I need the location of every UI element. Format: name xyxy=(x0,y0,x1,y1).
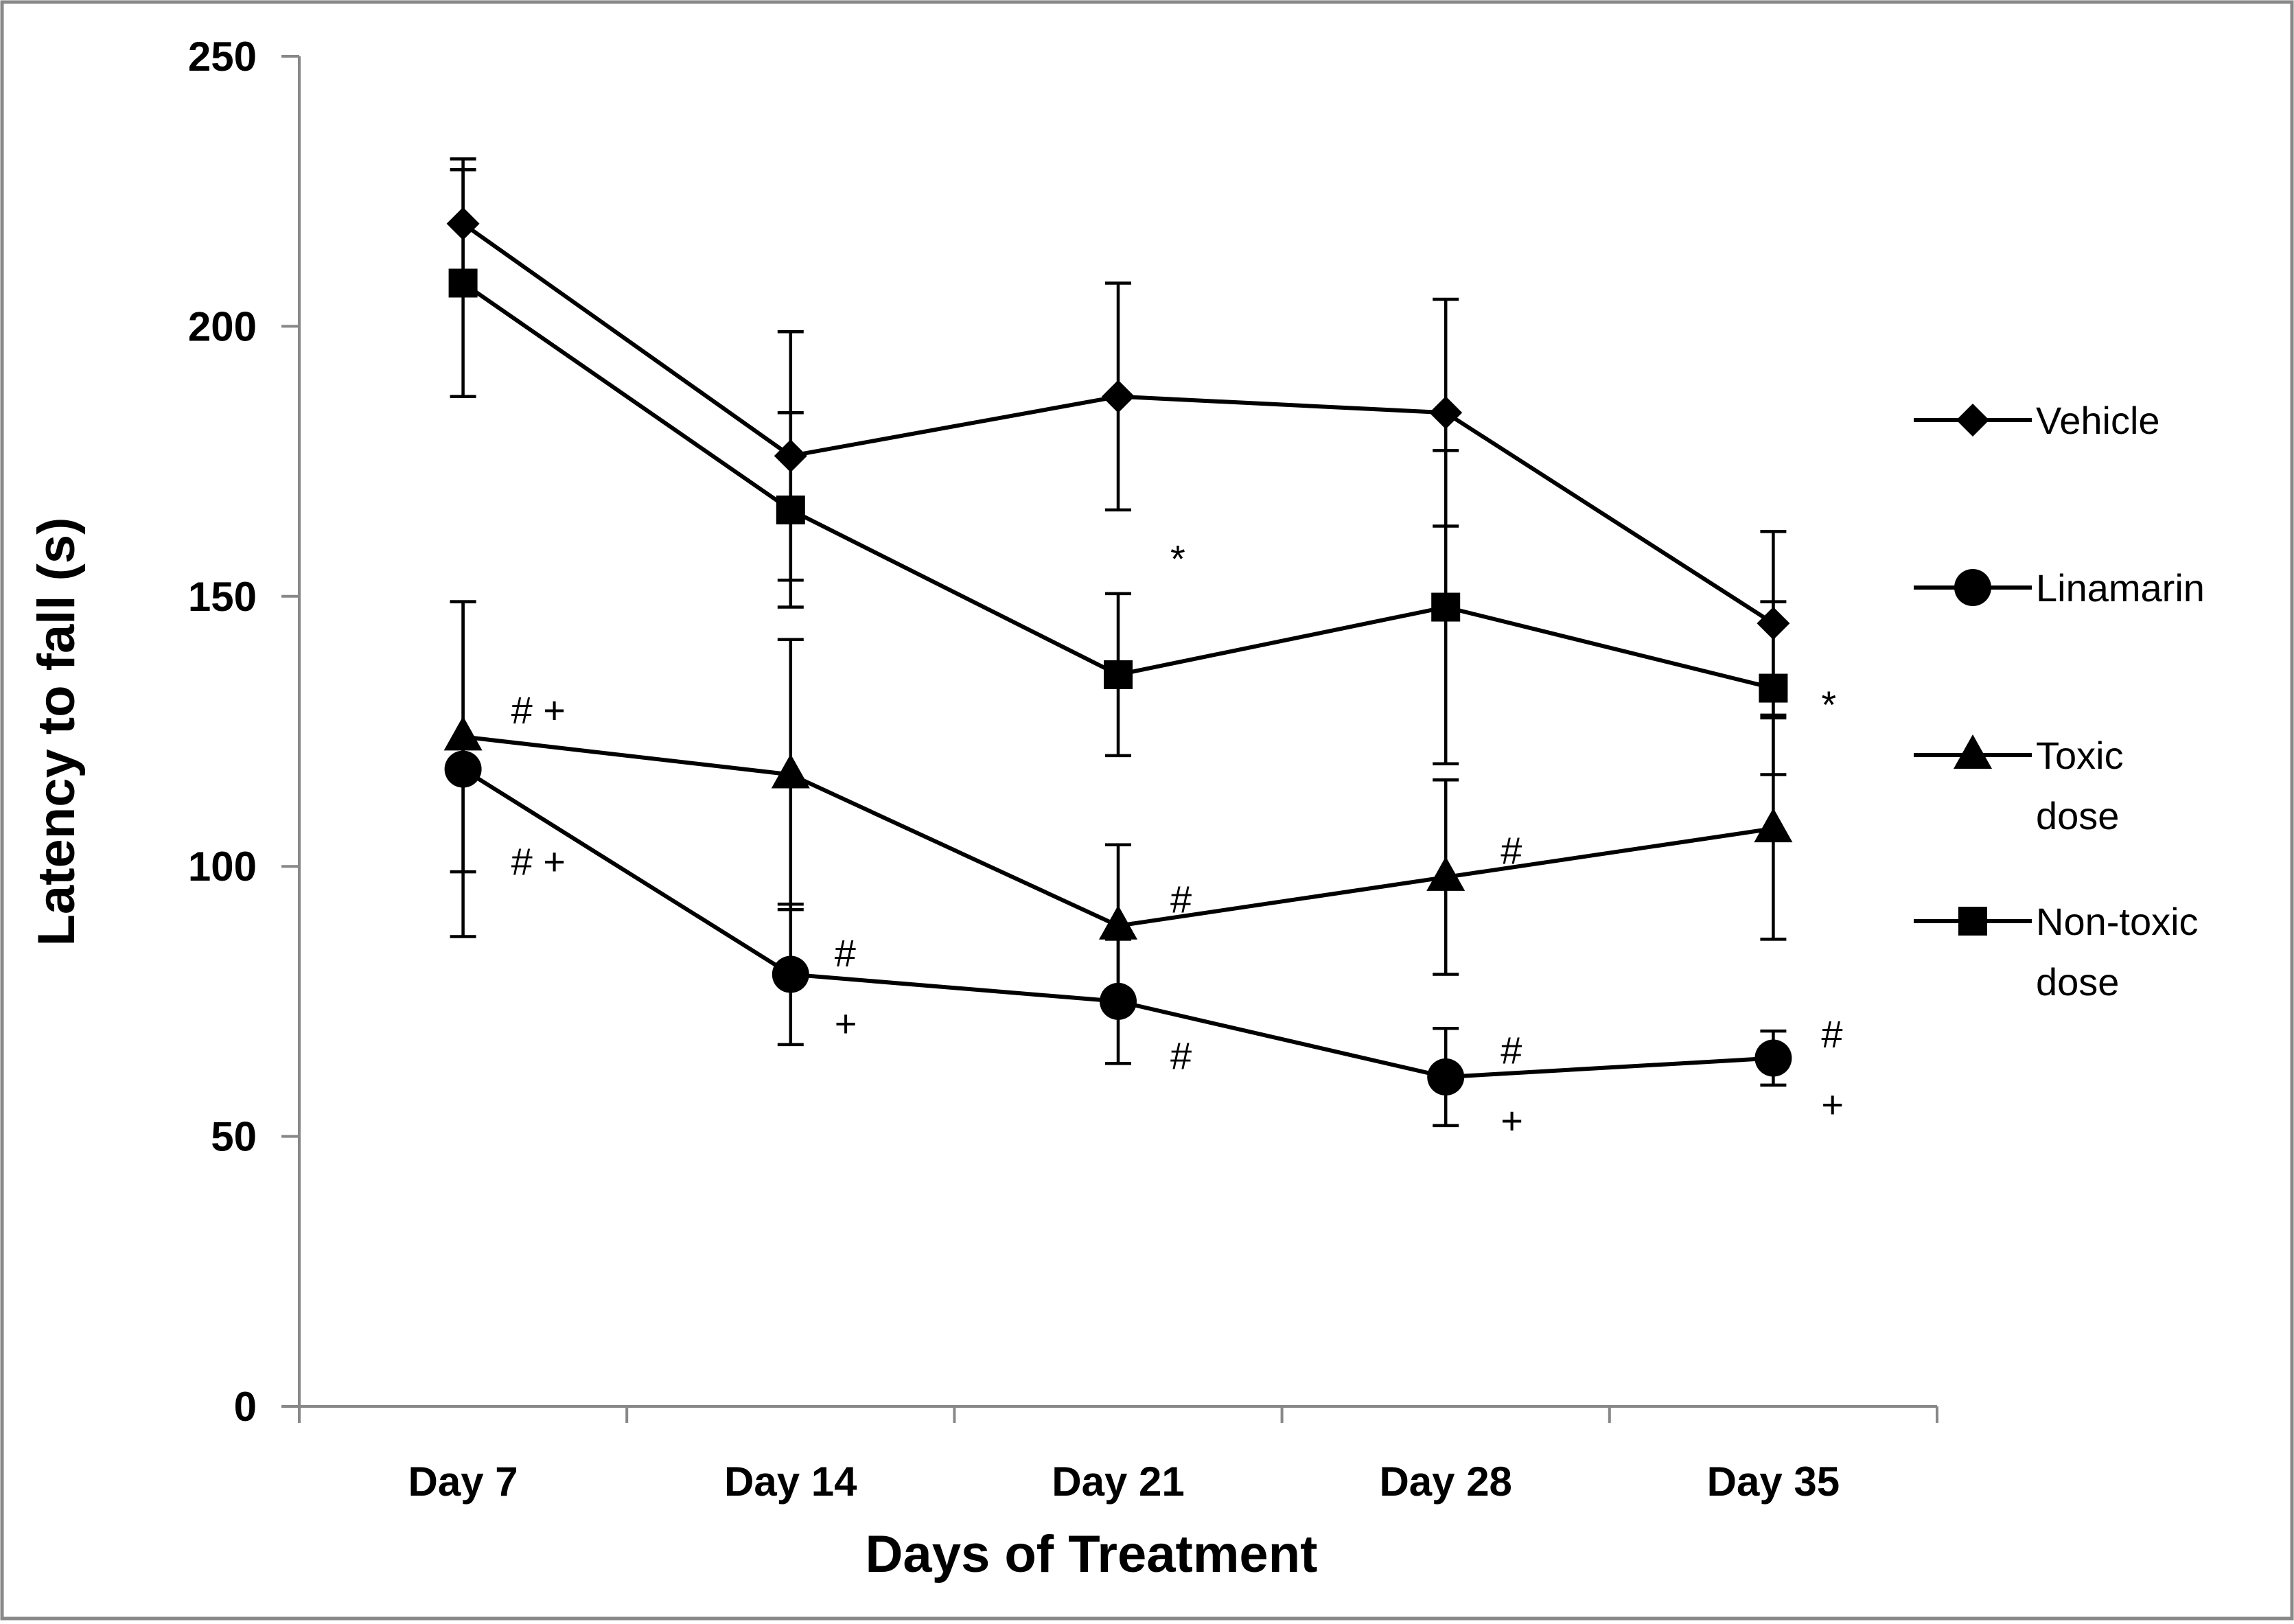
significance-label: # + xyxy=(511,839,566,883)
data-point-circle xyxy=(1100,982,1137,1020)
data-point-triangle xyxy=(443,716,483,751)
x-tick-label: Day 28 xyxy=(1379,1459,1511,1505)
x-axis-title: Days of Treatment xyxy=(866,1525,1318,1584)
legend-label: Linamarin xyxy=(2036,566,2205,610)
data-point-diamond xyxy=(446,207,480,240)
legend-label: Vehicle xyxy=(2036,399,2160,442)
y-ticks: 0 50 100 150 200 250 xyxy=(188,34,299,1430)
data-point-diamond xyxy=(774,439,807,473)
significance-label: # xyxy=(1821,1012,1842,1056)
data-point-square xyxy=(1431,592,1461,622)
data-point-diamond xyxy=(1757,607,1790,640)
data-point-triangle xyxy=(1754,808,1793,843)
data-point-circle xyxy=(444,750,482,788)
y-tick-label: 200 xyxy=(188,303,257,349)
y-tick-label: 100 xyxy=(188,844,257,890)
significance-annotations: # + # + # + * # # # # + * # + xyxy=(511,537,1844,1142)
data-point-circle xyxy=(772,955,809,993)
legend-marker-diamond xyxy=(1956,404,1989,437)
significance-label: + xyxy=(1821,1082,1844,1126)
data-point-triangle xyxy=(1426,856,1465,891)
significance-label: # xyxy=(835,931,856,975)
data-point-square xyxy=(1759,673,1788,703)
data-point-square xyxy=(448,268,478,298)
y-tick-label: 0 xyxy=(234,1384,257,1430)
legend-marker-square xyxy=(1958,907,1987,936)
legend-marker-circle xyxy=(1954,569,1991,606)
significance-label: * xyxy=(1821,683,1836,726)
y-tick-label: 250 xyxy=(188,34,257,80)
y-axis-title: Latency to fall (s) xyxy=(27,518,86,947)
legend-label: Toxic xyxy=(2036,734,2124,777)
data-point-circle xyxy=(1754,1039,1792,1077)
x-tick-label: Day 7 xyxy=(408,1459,518,1505)
x-ticks: Day 7 Day 14 Day 21 Day 28 Day 35 xyxy=(298,1406,1938,1505)
data-point-circle xyxy=(1427,1058,1465,1096)
x-tick-label: Day 14 xyxy=(724,1459,857,1505)
significance-label: # xyxy=(1170,1034,1192,1078)
significance-label: * xyxy=(1170,537,1185,581)
significance-label: # xyxy=(1501,829,1522,872)
significance-label: # xyxy=(1170,877,1192,920)
significance-label: + xyxy=(1501,1099,1523,1142)
x-tick-label: Day 21 xyxy=(1052,1459,1184,1505)
data-point-square xyxy=(1104,660,1133,689)
data-point-square xyxy=(776,495,805,524)
legend-marker-triangle xyxy=(1954,734,1992,769)
data-point-triangle xyxy=(771,754,810,789)
legend-label: dose xyxy=(2036,794,2119,837)
legend-label: Non-toxic xyxy=(2036,900,2199,943)
y-tick-label: 150 xyxy=(188,574,257,620)
series-markers xyxy=(443,207,1793,1096)
data-point-diamond xyxy=(1429,396,1463,430)
legend-label: dose xyxy=(2036,960,2119,1004)
data-point-diamond xyxy=(1102,380,1135,413)
x-tick-label: Day 35 xyxy=(1707,1459,1840,1505)
significance-label: + xyxy=(835,1001,857,1045)
significance-label: # + xyxy=(511,688,566,732)
data-point-triangle xyxy=(1099,905,1137,940)
legend: Vehicle Linamarin Toxic dose Non-toxic dose xyxy=(1914,399,2205,1004)
y-tick-label: 50 xyxy=(211,1114,257,1160)
significance-label: # xyxy=(1501,1029,1522,1072)
